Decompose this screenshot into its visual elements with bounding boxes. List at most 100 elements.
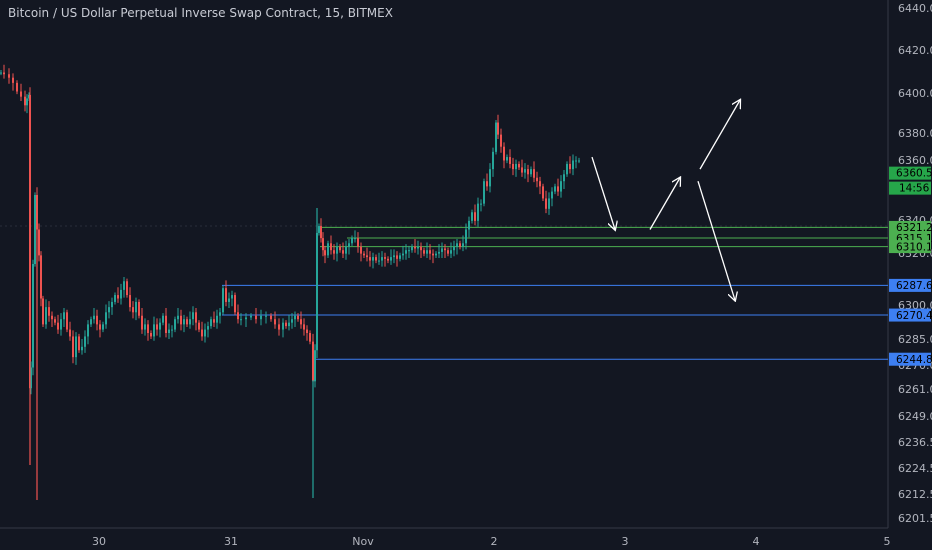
y-tick-label: 6201.5 [898, 512, 932, 525]
candle-body [45, 307, 47, 325]
x-tick-label: 5 [884, 535, 891, 548]
current-price-tag [889, 166, 931, 180]
grid [0, 0, 889, 529]
candle-body [237, 312, 239, 320]
candle-body [306, 329, 308, 333]
candle-body [462, 243, 464, 247]
candle-body [51, 315, 53, 320]
candle-body [402, 253, 404, 256]
candle-body [468, 220, 470, 230]
candle-body [174, 319, 176, 330]
candle-body [201, 329, 203, 337]
candle-body [330, 243, 332, 251]
candle-body [477, 203, 479, 221]
candle-body [563, 174, 565, 182]
candle-body [207, 326, 209, 330]
candle-body [265, 315, 267, 317]
candle-body [156, 324, 158, 330]
candle-body [138, 301, 140, 316]
candle-body [34, 195, 36, 264]
candle-body [54, 319, 56, 323]
candle-body [250, 315, 252, 318]
candle-body [291, 319, 293, 323]
y-tick-label: 6212.5 [898, 488, 932, 501]
y-tick-label: 6380.0 [898, 127, 932, 140]
candle-body [288, 322, 290, 327]
candle-body [294, 315, 296, 320]
candle-body [129, 295, 131, 308]
candle-body [90, 319, 92, 325]
candle-body [327, 243, 329, 256]
candle-body [360, 246, 362, 254]
candle-body [515, 163, 517, 170]
candle-body [105, 312, 107, 325]
candle-body [435, 253, 437, 256]
candle-body [30, 367, 32, 389]
candle-body [557, 186, 559, 192]
candle-body [87, 324, 89, 337]
candle-body [366, 255, 368, 258]
candle-body [318, 226, 320, 233]
candle-body [333, 250, 335, 254]
candle-body [399, 255, 401, 259]
candle-body [453, 246, 455, 251]
y-tick-label: 6236.5 [898, 436, 932, 449]
candle-body [432, 253, 434, 256]
candle-body [81, 346, 83, 351]
candle-body [177, 315, 179, 320]
candle-body [24, 96, 26, 106]
candle-body [168, 329, 170, 333]
candle-body [339, 246, 341, 251]
candle-body [99, 324, 101, 330]
candle-body [569, 163, 571, 170]
candle-body [322, 238, 324, 251]
candle-body [384, 257, 386, 259]
projection-arrow [649, 178, 680, 230]
candle-body [234, 295, 236, 313]
candle-body [375, 257, 377, 261]
candle-body [503, 146, 505, 161]
candle-body [369, 257, 371, 261]
candle-body [345, 246, 347, 254]
candle-body [123, 281, 125, 290]
candle-body [180, 315, 182, 325]
candle-body [542, 186, 544, 199]
candle-body [489, 169, 491, 187]
candle-body [210, 319, 212, 327]
x-tick-label: 3 [622, 535, 629, 548]
candle-body [183, 319, 185, 325]
candle-body [497, 122, 499, 135]
candle-body [96, 315, 98, 325]
candle-body [0, 72, 2, 74]
candle-body [171, 329, 173, 331]
candle-body [566, 163, 568, 175]
candle-body [512, 163, 514, 170]
candle-body [114, 295, 116, 302]
candle-body [78, 336, 80, 351]
candle-body [539, 181, 541, 187]
candle-body [219, 312, 221, 316]
x-tick-label: 30 [92, 535, 106, 548]
candle-body [509, 157, 511, 164]
candle-body [186, 319, 188, 325]
candle-body [72, 336, 74, 358]
candle-body [429, 250, 431, 254]
candle-body [102, 324, 104, 330]
candle-body [447, 250, 449, 254]
candle-body [396, 255, 398, 259]
candle-body [213, 319, 215, 323]
candle-body [420, 246, 422, 251]
level-tag [889, 308, 931, 322]
candle-body [144, 324, 146, 330]
x-tick-label: 31 [224, 535, 238, 548]
candle-body [351, 238, 353, 244]
candle-body [69, 329, 71, 337]
countdown-label: 14:56 [899, 183, 930, 195]
countdown-tag [889, 181, 931, 195]
candle-body [66, 312, 68, 330]
candle-body [372, 257, 374, 261]
candle-body [342, 250, 344, 254]
candle-body [16, 82, 18, 92]
y-tick-label: 6249.0 [898, 410, 932, 423]
